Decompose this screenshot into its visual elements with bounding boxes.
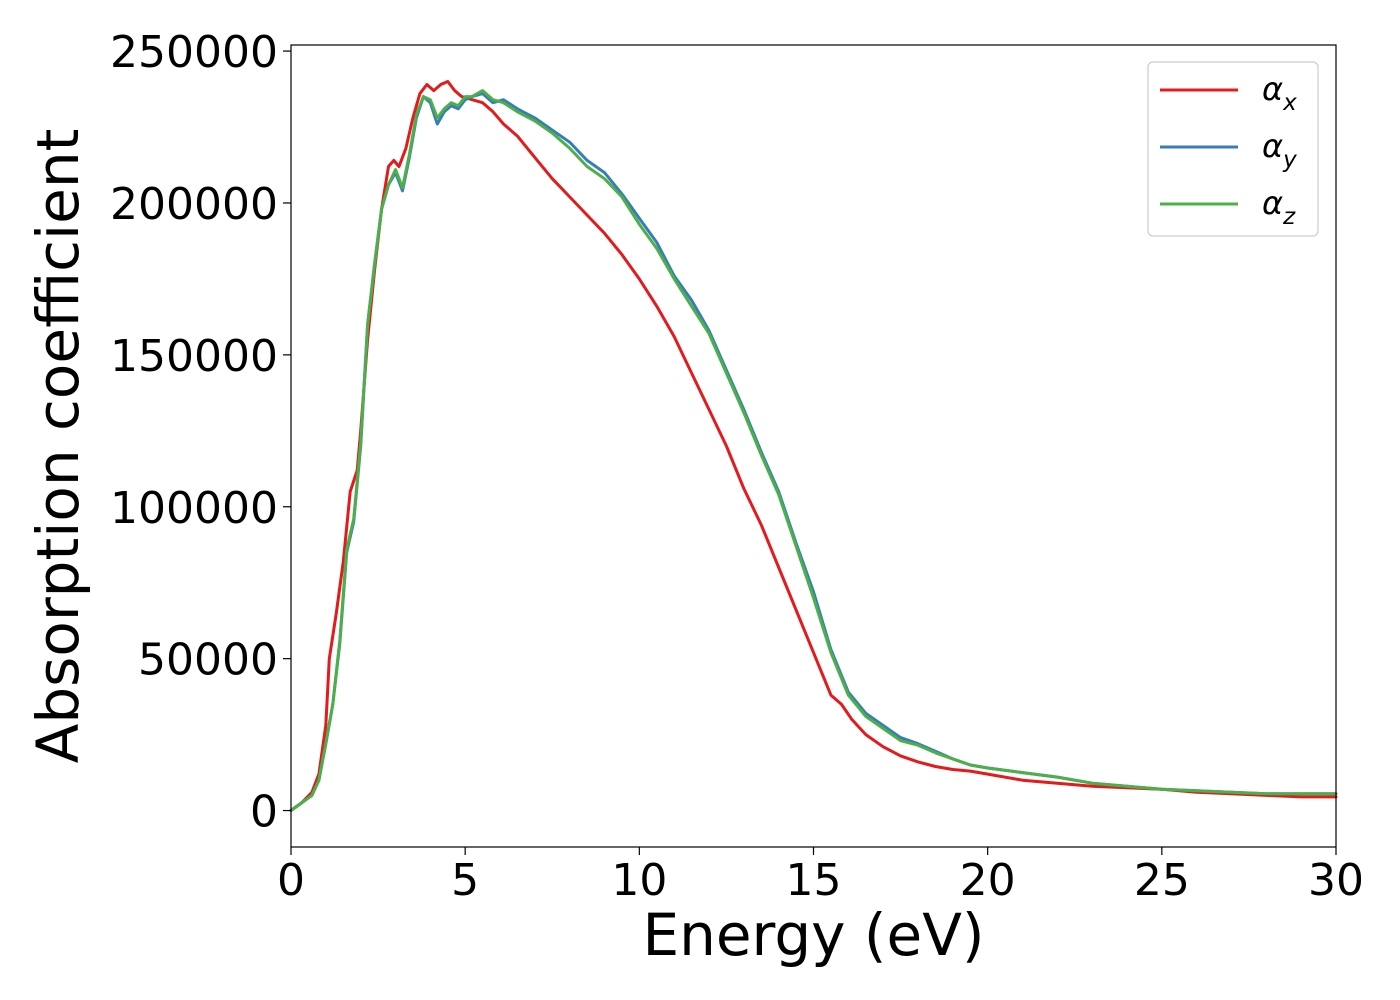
x-tick-label: 20 [960,855,1016,906]
legend-label-x: αx [1262,70,1297,116]
legend-label-base: α [1262,127,1283,165]
y-tick-label: 250000 [110,27,278,78]
legend-label-base: α [1262,70,1283,108]
series-lines [289,80,1338,812]
legend-label-base: α [1262,184,1283,222]
x-tick-label: 25 [1134,855,1190,906]
x-axis-title: Energy (eV) [642,901,984,969]
legend-label-z: αz [1262,184,1296,230]
y-tick-label: 50000 [138,635,278,686]
y-axis-title: Absorption coefficient [24,129,92,764]
legend-label-subscript: y [1282,147,1297,173]
legend-box [1147,61,1319,237]
x-tick-label: 10 [611,855,667,906]
x-tick-label: 30 [1308,855,1364,906]
y-tick-label: 150000 [110,331,278,382]
legend-label-y: αy [1262,127,1297,173]
y-axis: 0 50000 100000 150000 200000 250000 [110,27,291,838]
x-tick-label: 15 [786,855,842,906]
series-line-z [289,89,1338,812]
x-axis: 0 5 10 15 20 25 30 [277,847,1364,906]
y-tick-label: 100000 [110,483,278,534]
y-tick-label: 200000 [110,179,278,230]
x-tick-label: 5 [451,855,479,906]
y-tick-label: 0 [250,787,278,838]
legend-label-subscript: z [1282,204,1296,230]
legend-label-subscript: x [1282,90,1297,116]
x-tick-label: 0 [277,855,305,906]
